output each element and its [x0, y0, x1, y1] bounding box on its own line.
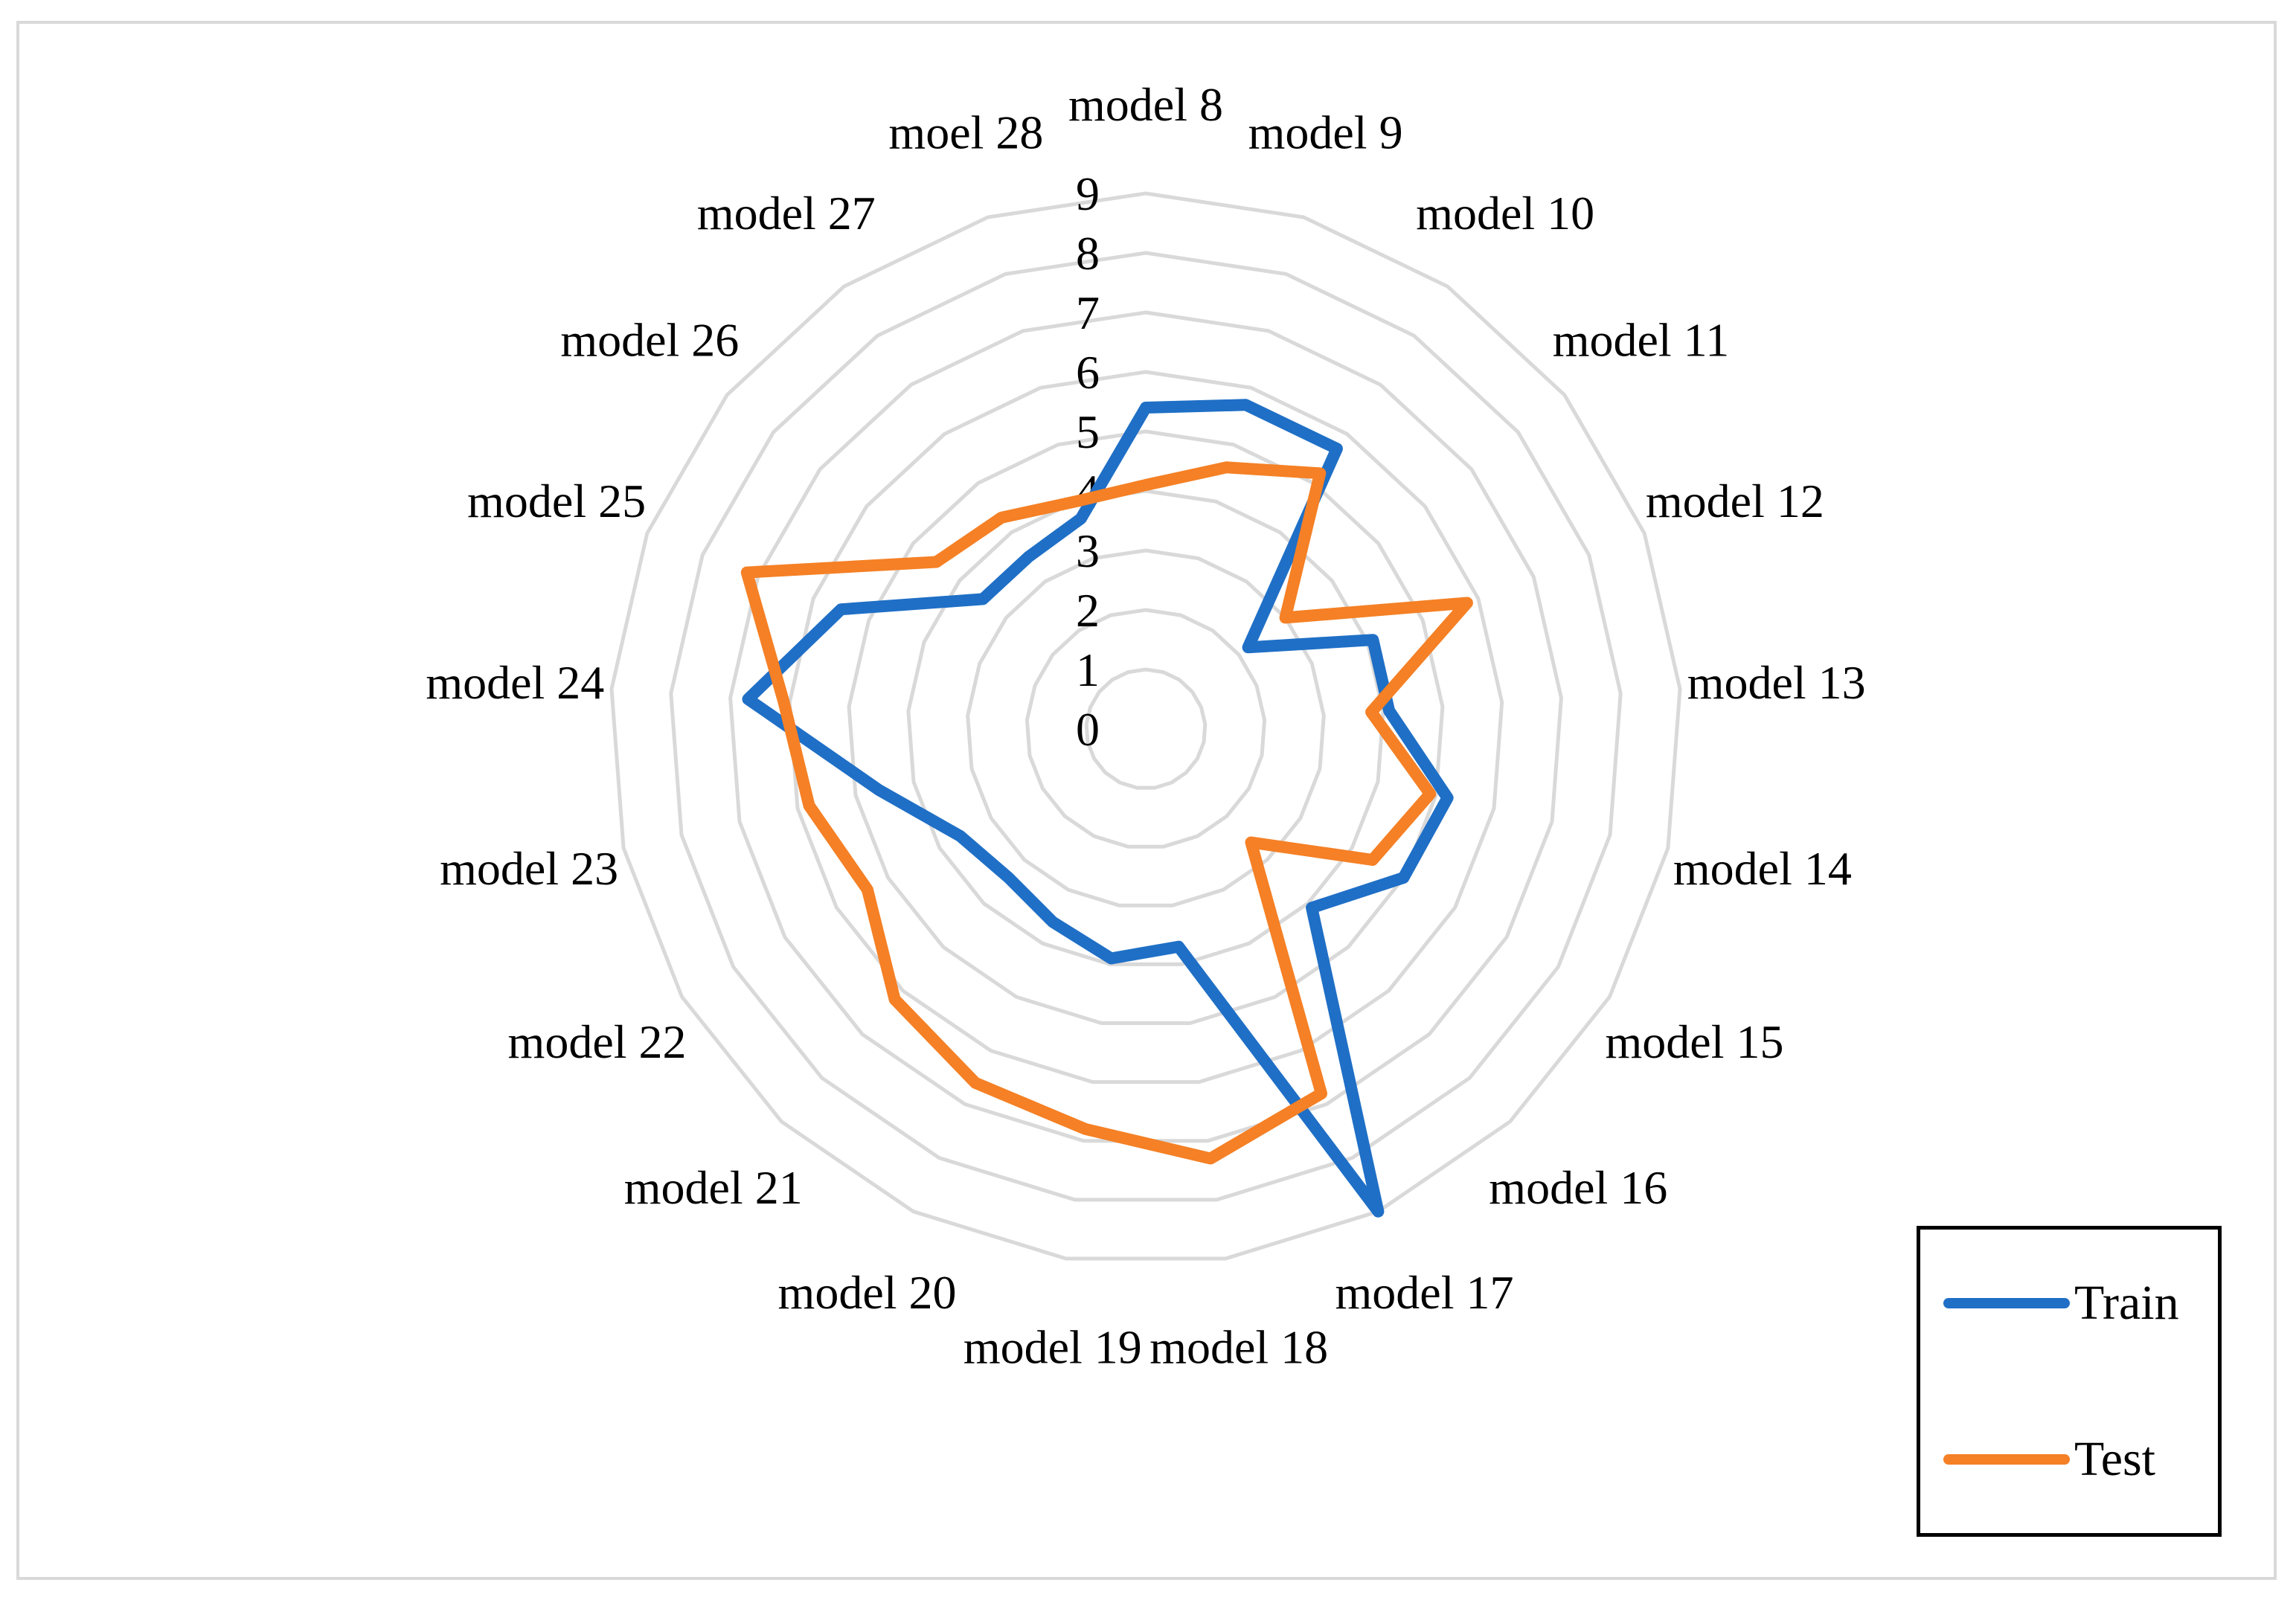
category-label-13: model 21 — [624, 1161, 803, 1214]
category-label-20: moel 28 — [888, 106, 1043, 158]
tick-label-0: 0 — [1076, 703, 1100, 756]
tick-label-6: 6 — [1076, 346, 1100, 399]
series-line-test — [740, 461, 1473, 1165]
grid-ring-5 — [847, 429, 1445, 1025]
category-label-12: model 20 — [778, 1266, 957, 1319]
category-label-18: model 26 — [560, 313, 739, 366]
category-label-19: model 27 — [697, 187, 876, 240]
grid-ring-4 — [906, 489, 1385, 966]
tick-label-7: 7 — [1076, 286, 1100, 339]
category-label-8: model 16 — [1489, 1161, 1667, 1214]
category-label-0: model 8 — [1068, 78, 1223, 131]
series-line-train — [742, 399, 1454, 1218]
tick-label-9: 9 — [1076, 167, 1100, 220]
legend-label-test: Test — [2074, 1432, 2156, 1486]
category-label-3: model 11 — [1553, 313, 1730, 366]
tick-label-2: 2 — [1076, 584, 1100, 637]
chart-frame — [16, 21, 2277, 1580]
category-label-10: model 18 — [1149, 1321, 1328, 1374]
category-label-16: model 24 — [426, 656, 604, 709]
category-label-9: model 17 — [1335, 1266, 1514, 1319]
legend-swatch-train — [1943, 1298, 2070, 1308]
category-label-7: model 15 — [1606, 1015, 1784, 1068]
category-label-15: model 23 — [440, 842, 618, 895]
radar-grid — [609, 191, 1682, 1261]
category-label-17: model 25 — [467, 475, 646, 527]
category-label-1: model 9 — [1248, 106, 1403, 158]
grid-ring-2 — [1024, 608, 1267, 849]
tick-label-8: 8 — [1076, 227, 1100, 280]
grid-ring-6 — [787, 370, 1504, 1085]
grid-ring-8 — [669, 251, 1623, 1202]
legend: Train Test — [1917, 1226, 2222, 1537]
category-label-14: model 22 — [508, 1015, 687, 1068]
category-label-4: model 12 — [1646, 475, 1824, 527]
category-label-6: model 14 — [1673, 842, 1852, 895]
tick-label-3: 3 — [1076, 524, 1100, 577]
legend-label-train: Train — [2074, 1276, 2179, 1330]
category-label-5: model 13 — [1687, 656, 1866, 709]
grid-ring-1 — [1084, 667, 1208, 790]
legend-item-train: Train — [1943, 1273, 2179, 1333]
radar-series — [740, 399, 1473, 1218]
legend-swatch-test — [1943, 1454, 2070, 1465]
tick-label-5: 5 — [1076, 405, 1100, 458]
category-label-2: model 10 — [1416, 187, 1594, 240]
grid-ring-9 — [609, 191, 1682, 1261]
tick-label-1: 1 — [1076, 643, 1100, 696]
legend-item-test: Test — [1943, 1430, 2155, 1489]
grid-ring-7 — [728, 310, 1563, 1143]
category-label-11: model 19 — [963, 1321, 1142, 1374]
